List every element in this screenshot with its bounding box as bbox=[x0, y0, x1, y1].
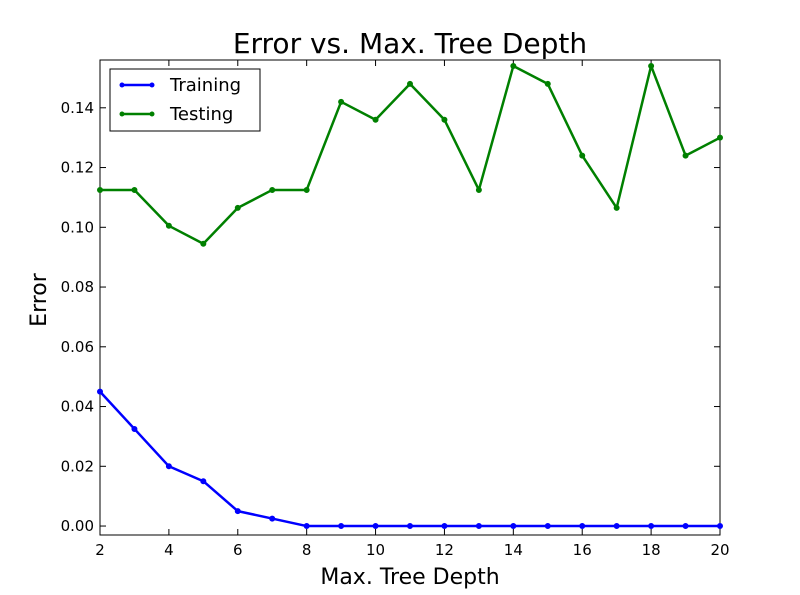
data-point-testing bbox=[97, 186, 103, 193]
legend-box bbox=[109, 68, 261, 132]
y-tick-label: 0.04 bbox=[61, 398, 94, 416]
data-point-training bbox=[97, 388, 103, 395]
data-point-testing bbox=[717, 134, 723, 141]
data-point-training bbox=[303, 523, 310, 530]
data-point-testing bbox=[682, 152, 689, 159]
x-tick-label: 20 bbox=[710, 541, 729, 559]
data-point-testing bbox=[269, 186, 276, 193]
legend-marker-testing bbox=[149, 111, 155, 117]
data-point-testing bbox=[510, 62, 517, 69]
data-point-testing bbox=[579, 152, 586, 159]
data-point-testing bbox=[613, 204, 620, 211]
y-axis-label: Error bbox=[27, 272, 52, 327]
y-tick-label: 0.14 bbox=[61, 99, 94, 117]
x-axis-label: Max. Tree Depth bbox=[320, 565, 499, 590]
x-tick-label: 18 bbox=[642, 541, 661, 559]
y-tick-label: 0.12 bbox=[61, 159, 94, 177]
data-point-training bbox=[269, 515, 276, 522]
legend-marker-testing bbox=[119, 111, 125, 117]
data-point-testing bbox=[407, 80, 413, 87]
data-point-training bbox=[475, 523, 482, 530]
data-point-testing bbox=[544, 80, 551, 87]
data-point-training bbox=[648, 523, 655, 530]
data-point-training bbox=[165, 463, 172, 470]
data-point-training bbox=[372, 523, 379, 530]
x-tick-label: 12 bbox=[435, 541, 454, 559]
data-point-testing bbox=[648, 62, 655, 69]
y-tick-label: 0.08 bbox=[61, 278, 94, 296]
data-point-testing bbox=[234, 204, 241, 211]
data-point-testing bbox=[372, 116, 379, 123]
x-tick-label: 16 bbox=[573, 541, 592, 559]
legend-label-testing: Testing bbox=[169, 104, 233, 125]
data-point-training bbox=[613, 523, 620, 530]
data-point-testing bbox=[441, 116, 448, 123]
legend-marker-training bbox=[119, 82, 125, 88]
data-point-training bbox=[234, 508, 241, 515]
legend: Training Testing bbox=[109, 68, 261, 132]
plot-frame bbox=[99, 59, 721, 536]
x-tick-label: 2 bbox=[95, 541, 105, 559]
x-tick-label: 6 bbox=[233, 541, 243, 559]
data-point-training bbox=[441, 523, 448, 530]
chart-title: Error vs. Max. Tree Depth bbox=[233, 27, 587, 60]
x-tick-label: 4 bbox=[164, 541, 174, 559]
data-point-testing bbox=[131, 186, 138, 193]
x-tick-label: 10 bbox=[366, 541, 385, 559]
data-point-testing bbox=[200, 240, 207, 247]
data-point-training bbox=[131, 425, 138, 432]
data-point-training bbox=[200, 478, 207, 485]
data-point-training bbox=[544, 523, 551, 530]
plot-area: 2 4 6 8 10 12 14 16 18 20 0.00 0.02 0.04 0.06 0.08 0.10… bbox=[61, 59, 730, 559]
data-point-testing bbox=[338, 98, 345, 105]
data-point-training bbox=[682, 523, 689, 530]
y-tick-label: 0.06 bbox=[61, 338, 94, 356]
data-point-training bbox=[717, 523, 723, 530]
data-point-training bbox=[510, 523, 517, 530]
x-tick-label: 8 bbox=[302, 541, 312, 559]
series-line-training bbox=[99, 390, 720, 528]
y-tick-label: 0.10 bbox=[61, 218, 94, 236]
data-point-training bbox=[407, 523, 413, 530]
data-point-training bbox=[338, 523, 345, 530]
data-point-testing bbox=[475, 186, 482, 193]
data-point-testing bbox=[303, 186, 310, 193]
x-tick-label: 14 bbox=[504, 541, 523, 559]
legend-marker-training bbox=[149, 82, 155, 88]
y-tick-label: 0.00 bbox=[61, 517, 94, 535]
data-point-training bbox=[579, 523, 586, 530]
data-point-testing bbox=[165, 222, 172, 229]
legend-label-training: Training bbox=[169, 75, 241, 96]
y-tick-label: 0.02 bbox=[61, 457, 94, 475]
